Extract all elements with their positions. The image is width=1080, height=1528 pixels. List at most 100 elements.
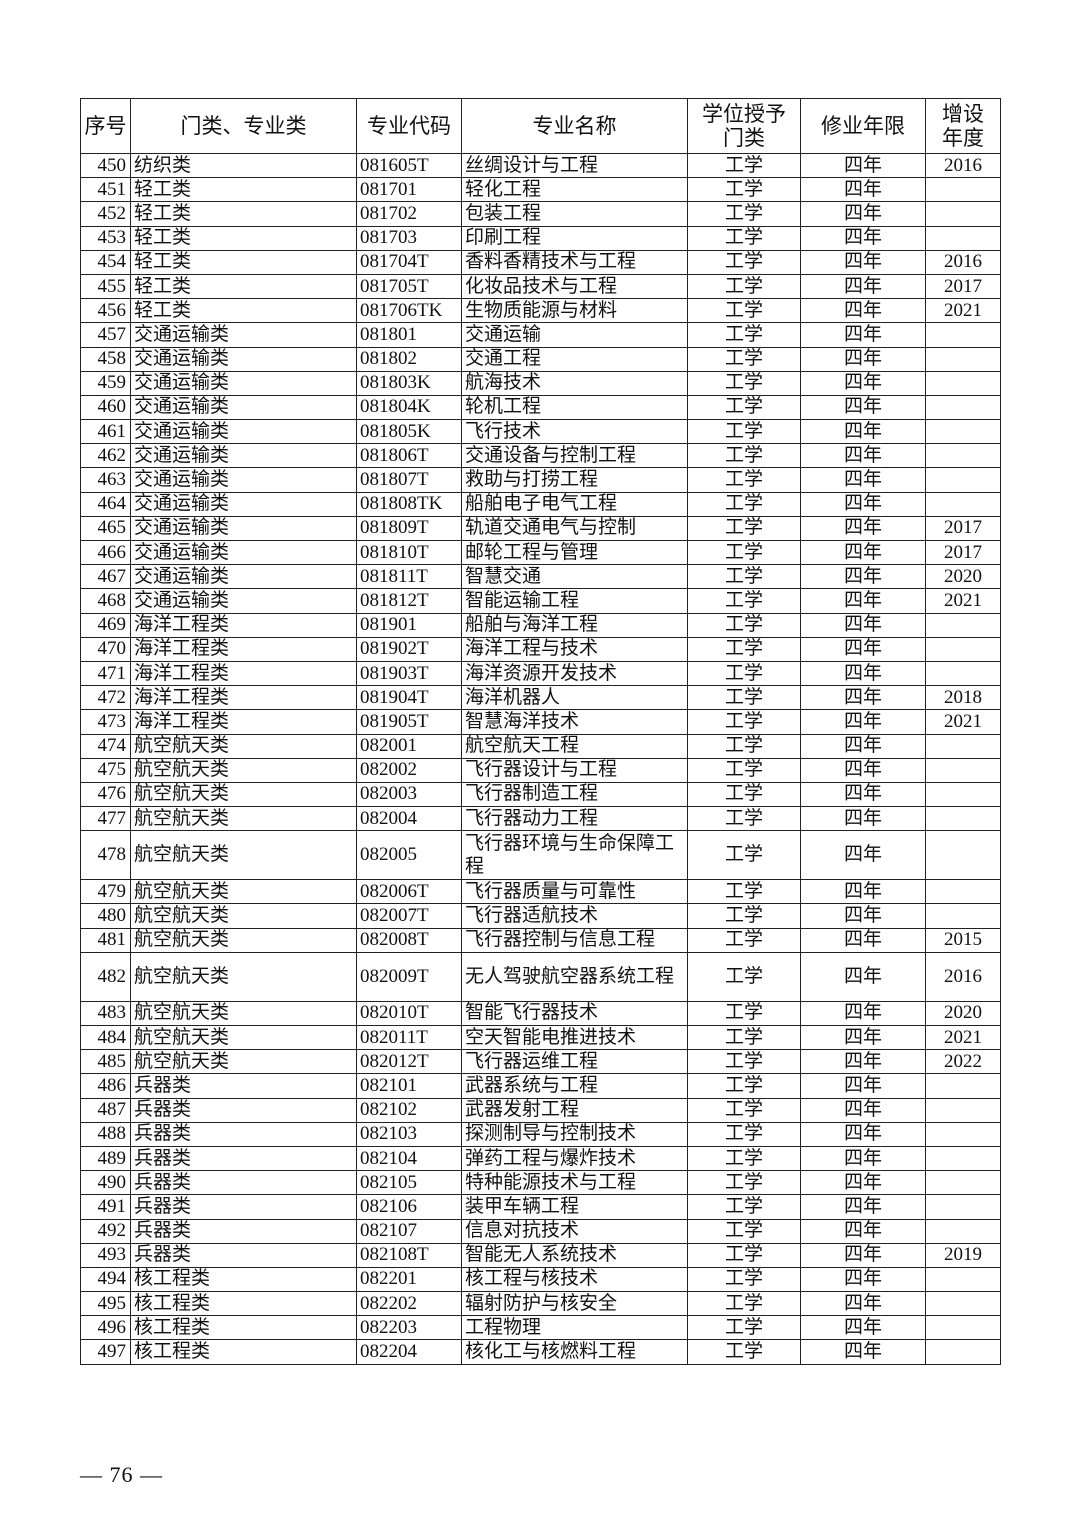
cell-degree: 工学 <box>687 273 801 300</box>
cell-name: 飞行器动力工程 <box>461 806 688 832</box>
cell-index: 453 <box>80 225 131 251</box>
cell-degree: 工学 <box>687 1000 801 1027</box>
cell-duration: 四年 <box>800 346 926 372</box>
cell-year-added <box>925 177 1001 203</box>
cell-category: 交通运输类 <box>130 322 357 348</box>
cell-year-added: 2017 <box>925 539 1001 566</box>
cell-year-added <box>925 1073 1001 1099</box>
cell-duration: 四年 <box>800 1121 926 1147</box>
cell-category: 轻工类 <box>130 249 357 275</box>
cell-category: 航空航天类 <box>130 781 357 808</box>
cell-name: 智能运输工程 <box>461 588 688 614</box>
cell-duration: 四年 <box>800 370 926 396</box>
cell-name: 轮机工程 <box>461 394 688 421</box>
cell-duration: 四年 <box>800 1170 926 1196</box>
cell-code: 081903T <box>356 660 462 687</box>
cell-index: 490 <box>80 1170 131 1196</box>
cell-name: 海洋工程与技术 <box>461 636 688 662</box>
cell-name: 探测制导与控制技术 <box>461 1121 688 1147</box>
cell-duration: 四年 <box>800 636 926 662</box>
cell-year-added <box>925 467 1001 493</box>
cell-name: 飞行器控制与信息工程 <box>461 927 688 953</box>
table-row: 474 航空航天类 082001 航空航天工程 工学 四年 <box>80 733 1001 759</box>
cell-degree: 工学 <box>687 443 801 469</box>
table-row: 452 轻工类 081702 包装工程 工学 四年 <box>80 201 1001 227</box>
cell-duration: 四年 <box>800 806 926 832</box>
cell-code: 082002 <box>356 757 462 783</box>
cell-duration: 四年 <box>800 1315 926 1341</box>
cell-name: 丝绸设计与工程 <box>461 152 688 179</box>
cell-category: 航空航天类 <box>130 1049 357 1075</box>
cell-year-added <box>925 346 1001 372</box>
cell-year-added <box>925 419 1001 445</box>
cell-name: 飞行器运维工程 <box>461 1049 688 1075</box>
cell-duration: 四年 <box>800 1073 926 1099</box>
cell-name: 智慧海洋技术 <box>461 709 688 735</box>
cell-code: 082006T <box>356 879 462 905</box>
table-row: 454 轻工类 081704T 香料香精技术与工程 工学 四年 2016 <box>80 249 1001 275</box>
cell-degree: 工学 <box>687 1170 801 1196</box>
cell-code: 081803K <box>356 370 462 396</box>
cell-degree: 工学 <box>687 201 801 227</box>
cell-code: 082201 <box>356 1266 462 1293</box>
cell-degree: 工学 <box>687 346 801 372</box>
cell-year-added: 2021 <box>925 709 1001 735</box>
cell-degree: 工学 <box>687 1024 801 1051</box>
cell-category: 海洋工程类 <box>130 685 357 711</box>
cell-name: 飞行技术 <box>461 419 688 445</box>
cell-index: 492 <box>80 1218 131 1244</box>
table-row: 478 航空航天类 082005 飞行器环境与生命保障工程 工学 四年 <box>80 830 1001 881</box>
table-row: 457 交通运输类 081801 交通运输 工学 四年 <box>80 322 1001 348</box>
cell-code: 082104 <box>356 1145 462 1172</box>
cell-degree: 工学 <box>687 685 801 711</box>
cell-index: 470 <box>80 636 131 662</box>
cell-code: 082103 <box>356 1121 462 1147</box>
cell-code: 082204 <box>356 1339 462 1365</box>
cell-code: 082101 <box>356 1073 462 1099</box>
cell-degree: 工学 <box>687 660 801 687</box>
cell-code: 081605T <box>356 152 462 179</box>
cell-index: 462 <box>80 443 131 469</box>
table-row: 482 航空航天类 082009T 无人驾驶航空器系统工程 工学 四年 2016 <box>80 951 1001 1002</box>
cell-degree: 工学 <box>687 298 801 324</box>
cell-degree: 工学 <box>687 612 801 638</box>
cell-name: 无人驾驶航空器系统工程 <box>461 951 688 1002</box>
cell-degree: 工学 <box>687 515 801 542</box>
cell-year-added: 2016 <box>925 152 1001 179</box>
table-row: 458 交通运输类 081802 交通工程 工学 四年 <box>80 346 1001 372</box>
table-row: 491 兵器类 082106 装甲车辆工程 工学 四年 <box>80 1194 1001 1220</box>
cell-degree: 工学 <box>687 951 801 1002</box>
table-row: 495 核工程类 082202 辐射防护与核安全 工学 四年 <box>80 1291 1001 1317</box>
cell-code: 081901 <box>356 612 462 638</box>
cell-duration: 四年 <box>800 467 926 493</box>
cell-degree: 工学 <box>687 152 801 179</box>
cell-category: 交通运输类 <box>130 467 357 493</box>
cell-year-added: 2015 <box>925 927 1001 953</box>
cell-index: 477 <box>80 806 131 832</box>
cell-index: 463 <box>80 467 131 493</box>
cell-category: 兵器类 <box>130 1170 357 1196</box>
cell-year-added <box>925 903 1001 929</box>
cell-category: 航空航天类 <box>130 1000 357 1027</box>
cell-name: 武器发射工程 <box>461 1097 688 1123</box>
cell-name: 海洋资源开发技术 <box>461 660 688 687</box>
table-row: 492 兵器类 082107 信息对抗技术 工学 四年 <box>80 1218 1001 1244</box>
cell-degree: 工学 <box>687 1218 801 1244</box>
cell-degree: 工学 <box>687 733 801 759</box>
cell-year-added <box>925 1170 1001 1196</box>
cell-degree: 工学 <box>687 1194 801 1220</box>
cell-index: 486 <box>80 1073 131 1099</box>
page-number: — 76 — <box>80 1462 163 1487</box>
cell-year-added <box>925 636 1001 662</box>
table-row: 469 海洋工程类 081901 船舶与海洋工程 工学 四年 <box>80 612 1001 638</box>
cell-index: 484 <box>80 1024 131 1051</box>
table-row: 475 航空航天类 082002 飞行器设计与工程 工学 四年 <box>80 757 1001 783</box>
cell-category: 航空航天类 <box>130 806 357 832</box>
cell-code: 081904T <box>356 685 462 711</box>
cell-name: 船舶与海洋工程 <box>461 612 688 638</box>
cell-name: 航海技术 <box>461 370 688 396</box>
table-row: 456 轻工类 081706TK 生物质能源与材料 工学 四年 2021 <box>80 298 1001 324</box>
cell-category: 交通运输类 <box>130 491 357 517</box>
cell-degree: 工学 <box>687 588 801 614</box>
cell-year-added <box>925 1097 1001 1123</box>
